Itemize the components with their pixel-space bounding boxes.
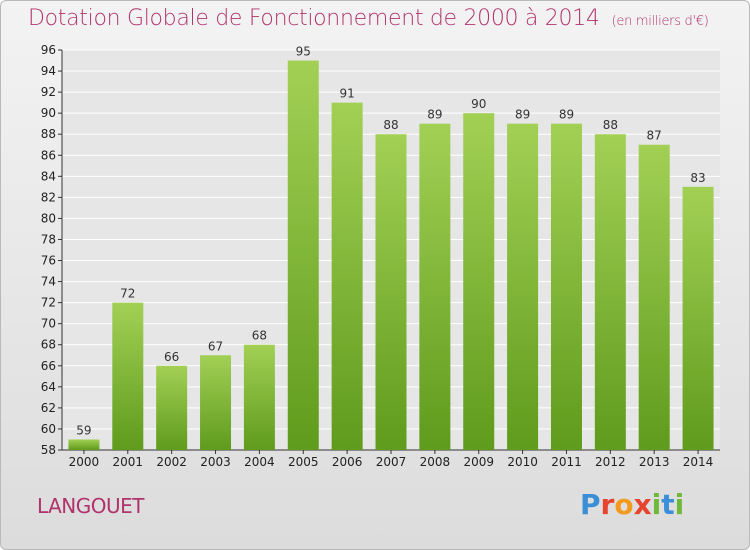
data-label: 88: [603, 118, 618, 132]
logo-letter: i: [674, 488, 685, 521]
y-tick-label: 78: [41, 232, 56, 246]
bar: [68, 439, 100, 450]
data-label: 90: [471, 97, 486, 111]
y-tick-label: 82: [41, 190, 56, 204]
y-tick-label: 60: [41, 422, 56, 436]
x-tick-label: 2008: [420, 455, 451, 469]
bar: [200, 355, 232, 450]
bar: [638, 144, 670, 450]
y-tick-label: 84: [41, 169, 56, 183]
bar: [112, 302, 144, 450]
bar: [331, 102, 363, 450]
y-tick-label: 72: [41, 296, 56, 310]
logo-letter: o: [614, 488, 634, 521]
y-tick-label: 92: [41, 85, 56, 99]
x-tick-label: 2009: [463, 455, 494, 469]
x-tick-label: 2000: [69, 455, 100, 469]
logo-letter: x: [633, 488, 652, 521]
bar: [507, 123, 539, 451]
data-label: 66: [164, 350, 179, 364]
x-tick-label: 2011: [551, 455, 582, 469]
y-tick-label: 70: [41, 317, 56, 331]
x-tick-label: 2002: [156, 455, 187, 469]
y-tick-label: 64: [41, 380, 56, 394]
y-tick-label: 66: [41, 359, 56, 373]
logo-letter: P: [580, 488, 601, 521]
x-tick-label: 2012: [595, 455, 626, 469]
y-tick-label: 94: [41, 64, 56, 78]
y-tick-label: 80: [41, 211, 56, 225]
y-tick-label: 62: [41, 401, 56, 415]
title-text: Dotation Globale de Fonctionnement de 20…: [28, 6, 600, 31]
logo-letter: t: [661, 488, 675, 521]
data-label: 89: [559, 108, 574, 122]
logo-letter: i: [651, 488, 662, 521]
x-tick-label: 2014: [683, 455, 714, 469]
bar: [419, 123, 451, 451]
data-label: 87: [647, 129, 662, 143]
data-label: 59: [76, 423, 91, 437]
data-label: 89: [427, 108, 442, 122]
commune-name: LANGOUET: [37, 494, 144, 518]
x-tick-label: 2004: [244, 455, 275, 469]
bar: [550, 123, 582, 451]
data-label: 95: [296, 45, 311, 59]
bar: [375, 134, 407, 451]
bar: [243, 344, 275, 450]
data-label: 91: [339, 87, 354, 101]
x-tick-label: 2003: [200, 455, 231, 469]
logo-letter: r: [600, 488, 615, 521]
x-tick-label: 2010: [507, 455, 538, 469]
y-tick-label: 86: [41, 148, 56, 162]
data-label: 83: [690, 171, 705, 185]
chart-title: Dotation Globale de Fonctionnement de 20…: [28, 6, 709, 31]
y-tick-label: 96: [41, 43, 56, 57]
y-tick-label: 88: [41, 127, 56, 141]
bar: [594, 134, 626, 451]
x-tick-label: 2007: [376, 455, 407, 469]
x-tick-label: 2001: [113, 455, 144, 469]
y-tick-label: 58: [41, 443, 56, 457]
x-tick-label: 2005: [288, 455, 319, 469]
y-tick-label: 76: [41, 254, 56, 268]
bar: [682, 186, 714, 450]
y-tick-label: 90: [41, 106, 56, 120]
data-label: 72: [120, 287, 135, 301]
unit-label: (en milliers d'€): [611, 14, 709, 29]
y-tick-label: 74: [41, 275, 56, 289]
bar: [287, 60, 319, 451]
data-label: 67: [208, 339, 223, 353]
data-label: 88: [383, 118, 398, 132]
y-tick-label: 68: [41, 338, 56, 352]
data-label: 68: [252, 329, 267, 343]
data-label: 89: [515, 108, 530, 122]
proxiti-logo: Proxiti: [580, 488, 684, 521]
bar: [156, 365, 188, 450]
bar: [463, 113, 495, 450]
x-tick-label: 2006: [332, 455, 363, 469]
x-tick-label: 2013: [639, 455, 670, 469]
